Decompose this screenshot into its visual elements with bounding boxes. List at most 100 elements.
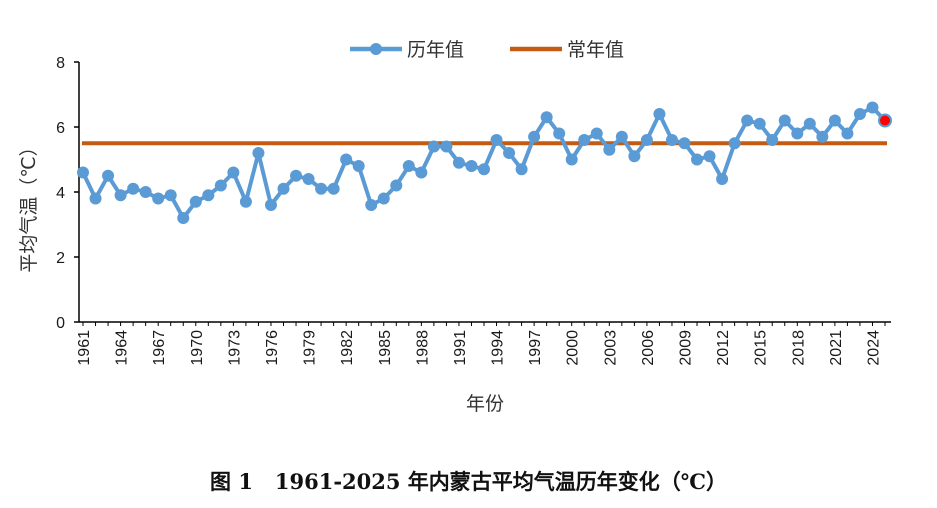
x-tick-label: 1994 (490, 330, 507, 366)
data-point-2008 (665, 134, 678, 146)
data-point-2022 (841, 127, 854, 140)
data-point-2021 (828, 114, 841, 127)
x-tick-label: 1991 (452, 330, 469, 366)
data-point-1969 (177, 212, 190, 224)
x-tick-label: 1970 (189, 330, 206, 366)
data-point-2017 (778, 114, 791, 127)
legend: 历年值 常年值 (350, 39, 624, 61)
data-point-1989 (427, 140, 440, 153)
data-point-1990 (440, 140, 453, 153)
data-point-1996 (515, 163, 528, 176)
x-tick-label: 2018 (790, 330, 807, 366)
x-tick-label: 1967 (151, 330, 168, 366)
data-point-2018 (791, 127, 804, 140)
data-point-2016 (766, 134, 779, 146)
data-point-2012 (716, 173, 729, 185)
data-point-1991 (452, 156, 465, 169)
data-point-1973 (227, 166, 240, 179)
data-point-2024 (866, 101, 879, 114)
data-point-1974 (239, 195, 252, 208)
data-point-2015 (753, 117, 766, 130)
data-point-1986 (390, 179, 403, 192)
data-point-2009 (678, 137, 691, 150)
data-point-1992 (465, 160, 478, 172)
data-point-2005 (628, 150, 641, 163)
data-point-1977 (277, 182, 290, 195)
data-point-2013 (728, 137, 741, 150)
x-tick-label: 2000 (565, 330, 582, 366)
x-ticks: 1961 1964 1967 1970 1973 1976 1979 1982 1985 1988… (76, 322, 886, 366)
data-point-1999 (553, 127, 566, 140)
data-point-1984 (365, 199, 378, 211)
data-point-1988 (415, 166, 428, 179)
y-tick-label: 2 (56, 250, 65, 267)
x-tick-label: 1997 (527, 330, 544, 366)
data-point-1963 (102, 169, 115, 182)
x-tick-label: 1982 (339, 330, 356, 366)
data-point-1966 (139, 186, 152, 198)
x-tick-label: 2021 (828, 330, 845, 366)
y-tick-label: 4 (56, 185, 65, 202)
data-point-1962 (89, 192, 102, 205)
data-point-2002 (590, 127, 603, 140)
data-point-2019 (803, 117, 816, 130)
data-point-2001 (578, 134, 591, 146)
data-point-1994 (490, 134, 503, 146)
x-tick-label: 1964 (114, 330, 131, 366)
x-tick-label: 1985 (377, 330, 394, 366)
data-point-2020 (816, 130, 829, 143)
axes (78, 62, 891, 323)
data-point-1970 (189, 195, 202, 208)
data-point-1976 (264, 199, 277, 211)
data-point-1993 (478, 163, 490, 176)
x-tick-label: 2015 (753, 330, 770, 366)
legend-label-normal: 常年值 (567, 39, 624, 61)
x-tick-label: 1988 (414, 330, 431, 366)
y-tick-label: 6 (56, 120, 65, 137)
data-point-1967 (152, 192, 165, 205)
data-point-1965 (127, 182, 140, 195)
data-point-2000 (565, 153, 578, 166)
data-point-2023 (853, 108, 866, 120)
x-tick-label: 2024 (865, 330, 882, 366)
data-point-1982 (340, 153, 353, 166)
data-point-1998 (540, 111, 553, 124)
legend-marker-annual (370, 43, 382, 55)
data-point-2010 (691, 153, 704, 166)
y-axis-title: 平均气温（℃） (18, 137, 40, 272)
data-point-1978 (290, 169, 303, 182)
x-tick-label: 2006 (640, 330, 657, 366)
data-point-1971 (202, 189, 215, 202)
x-tick-label: 2003 (602, 330, 619, 366)
y-ticks: 0 2 4 6 8 (56, 55, 79, 332)
data-point-1995 (503, 147, 516, 159)
data-point-1997 (528, 130, 541, 143)
data-point-1975 (252, 147, 265, 159)
y-tick-label: 0 (56, 315, 65, 332)
x-tick-label: 1979 (302, 330, 319, 366)
annual-series-points (77, 101, 892, 224)
data-point-1980 (315, 182, 328, 195)
data-point-1961 (77, 166, 89, 179)
x-axis-title: 年份 (466, 393, 504, 415)
x-tick-label: 2009 (678, 330, 695, 366)
data-point-1987 (402, 160, 415, 172)
x-tick-label: 1976 (264, 330, 281, 366)
data-point-1983 (352, 160, 365, 172)
y-tick-label: 8 (56, 55, 65, 72)
x-tick-label: 2012 (715, 330, 732, 366)
x-tick-label: 1961 (76, 330, 93, 366)
data-point-1985 (377, 192, 390, 205)
data-point-1981 (327, 182, 340, 195)
data-point-1972 (214, 179, 227, 192)
data-point-2014 (741, 114, 754, 127)
data-point-1964 (114, 189, 127, 202)
legend-label-annual: 历年值 (407, 39, 464, 61)
figure-caption: 图 1 1961-2025 年内蒙古平均气温历年变化（℃） (210, 469, 727, 494)
data-point-2006 (640, 134, 653, 146)
data-point-2011 (703, 150, 716, 163)
data-point-2003 (603, 143, 616, 156)
data-point-2007 (653, 108, 666, 120)
data-point-2004 (615, 130, 628, 143)
